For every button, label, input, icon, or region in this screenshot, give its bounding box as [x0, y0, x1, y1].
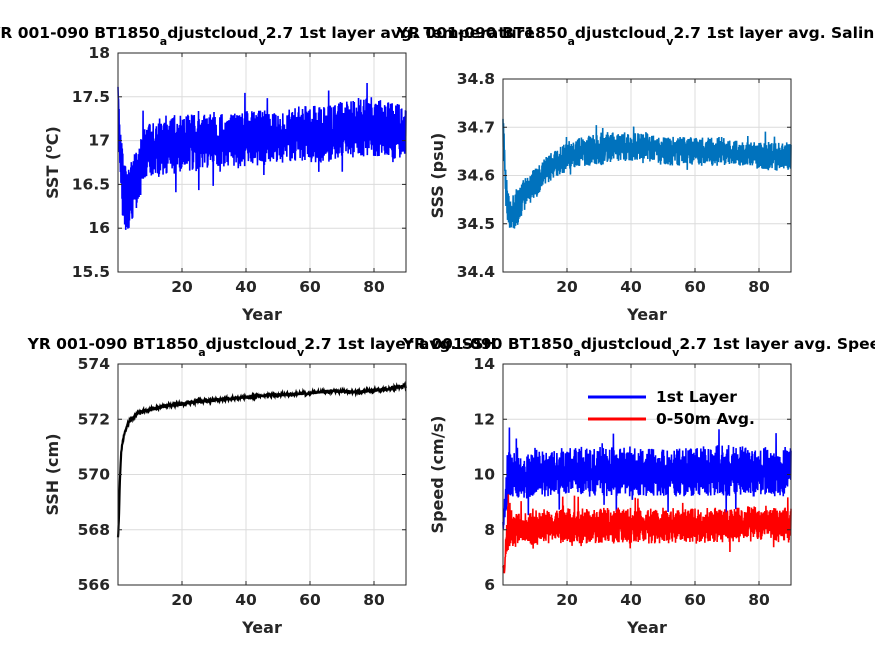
plot-title-part: 2.7 1st layer avg. Temperature — [266, 24, 535, 42]
series-group — [117, 82, 407, 230]
x-tick-label: 60 — [684, 591, 706, 609]
y-tick-label: 17.5 — [72, 88, 110, 106]
series-line — [116, 380, 408, 538]
y-tick-label: 570 — [78, 466, 111, 484]
x-tick-label: 80 — [363, 278, 385, 296]
x-axis-label: Year — [626, 618, 667, 637]
plot-title-part: YR 001-090 BT1850 — [396, 24, 568, 42]
y-axis-label: SSS (psu) — [428, 133, 447, 219]
plot-title-part: YR 001-090 BT1850 — [402, 335, 574, 353]
legend-label: 0-50m Avg. — [656, 410, 755, 428]
plot-2: 20 40 60 80 34.4 34.5 34.6 34.7 34.8 Year SSS (psu… — [396, 24, 875, 324]
plot-title-part: v — [666, 35, 674, 48]
y-tick-label: 34.7 — [457, 118, 495, 136]
plot-title-part: a — [567, 35, 574, 48]
x-tick-label: 40 — [235, 278, 257, 296]
y-tick-label: 15.5 — [72, 263, 110, 281]
plot-title-part: djustcloud — [167, 24, 258, 42]
x-tick-label: 60 — [299, 278, 321, 296]
y-tick-label: 34.8 — [457, 70, 495, 88]
y-tick-label: 18 — [88, 44, 110, 62]
series-line — [502, 427, 792, 530]
y-axis-label-part: SSH (cm) — [43, 433, 62, 515]
series-line — [117, 82, 407, 230]
plot-title-part: YR 001-090 BT1850 — [27, 335, 199, 353]
x-tick-label: 20 — [171, 591, 193, 609]
series-line — [502, 494, 792, 574]
y-axis-label-part: SSS (psu) — [428, 133, 447, 219]
x-tick-label: 20 — [171, 278, 193, 296]
plot-title: YR 001-090 BT1850adjustcloudv2.7 1st lay… — [402, 335, 875, 359]
plot-title-part: YR 001-090 BT1850 — [0, 24, 160, 42]
y-tick-label: 16 — [88, 219, 110, 237]
x-tick-label: 20 — [556, 591, 578, 609]
plot-title-part: a — [160, 35, 167, 48]
series-group — [502, 427, 792, 574]
y-tick-label: 10 — [473, 466, 495, 484]
plot-1: 20 40 60 80 15.5 16 16.5 17 17.5 18 Year SST (oC) YR… — [0, 24, 535, 324]
plot-title-part: 2.7 1st layer avg. Speed — [679, 335, 875, 353]
y-tick-label: 34.6 — [457, 167, 495, 185]
plot-title-part: a — [198, 346, 205, 359]
y-tick-label: 8 — [484, 521, 495, 539]
x-axis-label: Year — [626, 305, 667, 324]
y-tick-label: 34.4 — [457, 263, 495, 281]
plot-title-part: v — [672, 346, 680, 359]
plot-title-part: 2.7 1st layer avg. SSH — [304, 335, 496, 353]
plot-title-part: djustcloud — [581, 335, 672, 353]
plot-title-part: a — [573, 346, 580, 359]
plot-title: YR 001-090 BT1850adjustcloudv2.7 1st lay… — [396, 24, 875, 48]
y-axis-label: SSH (cm) — [43, 433, 62, 515]
series-group — [116, 380, 408, 538]
x-tick-label: 20 — [556, 278, 578, 296]
y-tick-label: 6 — [484, 576, 495, 594]
plot-4: 20 40 60 80 6 8 10 12 14 Year Speed (cm/s) YR 001-0… — [402, 335, 875, 637]
y-axis-label-part: o — [42, 145, 55, 153]
y-tick-label: 572 — [78, 410, 110, 428]
y-tick-label: 12 — [473, 410, 495, 428]
plot-title-part: 2.7 1st layer avg. Salinity — [673, 24, 875, 42]
series-group — [502, 118, 792, 229]
plot-title: YR 001-090 BT1850adjustcloudv2.7 1st lay… — [0, 24, 535, 48]
legend-label: 1st Layer — [656, 388, 737, 406]
y-tick-label: 574 — [78, 355, 111, 373]
legend: 1st Layer 0-50m Avg. — [588, 388, 755, 428]
x-tick-label: 80 — [748, 591, 770, 609]
plot-title-part: v — [297, 346, 305, 359]
y-tick-label: 17 — [88, 132, 110, 150]
x-tick-label: 40 — [620, 278, 642, 296]
x-tick-label: 80 — [748, 278, 770, 296]
y-tick-label: 34.5 — [457, 215, 495, 233]
y-tick-label: 14 — [473, 355, 495, 373]
y-axis-label: SST (oC) — [42, 126, 63, 199]
y-axis-label-part: SST ( — [43, 153, 62, 199]
x-axis-label: Year — [241, 305, 282, 324]
x-tick-label: 60 — [299, 591, 321, 609]
plot-title-part: v — [259, 35, 267, 48]
axes-box — [117, 52, 407, 273]
plot-title-part: djustcloud — [575, 24, 666, 42]
plot-title: YR 001-090 BT1850adjustcloudv2.7 1st lay… — [27, 335, 497, 359]
y-tick-label: 566 — [78, 576, 110, 594]
x-axis-label: Year — [241, 618, 282, 637]
y-axis-label-part: Speed (cm/s) — [428, 416, 447, 534]
y-axis-label: Speed (cm/s) — [428, 416, 447, 534]
plot-title-part: djustcloud — [206, 335, 297, 353]
y-axis-label-part: C) — [43, 126, 62, 145]
series-line — [502, 118, 792, 229]
x-tick-label: 40 — [235, 591, 257, 609]
plot-3: 20 40 60 80 566 568 570 572 574 Year SSH (cm) YR 00… — [27, 335, 497, 637]
y-tick-label: 16.5 — [72, 175, 110, 193]
x-tick-label: 40 — [620, 591, 642, 609]
x-tick-label: 60 — [684, 278, 706, 296]
y-tick-label: 568 — [78, 521, 110, 539]
x-tick-label: 80 — [363, 591, 385, 609]
